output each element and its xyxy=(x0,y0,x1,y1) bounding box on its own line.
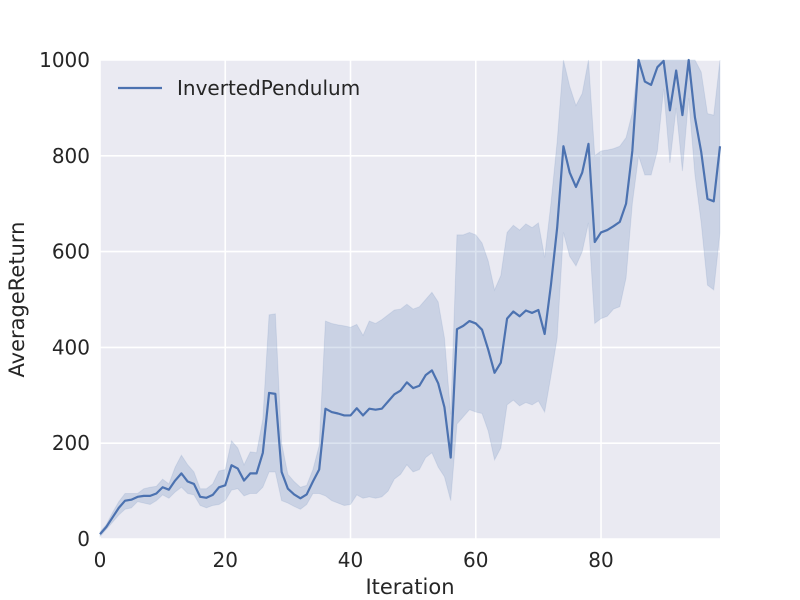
y-tick-label: 0 xyxy=(77,527,90,551)
x-tick-label: 20 xyxy=(213,548,238,572)
plot-area xyxy=(100,60,720,539)
y-tick-label: 200 xyxy=(52,431,90,455)
x-tick-label: 40 xyxy=(338,548,363,572)
y-tick-label: 800 xyxy=(52,144,90,168)
x-tick-label: 80 xyxy=(588,548,613,572)
series-line xyxy=(99,58,722,535)
confidence-band xyxy=(99,59,721,538)
y-tick-label: 1000 xyxy=(39,48,90,72)
x-tick-label: 0 xyxy=(94,548,107,572)
y-tick-label: 600 xyxy=(52,240,90,264)
confidence-bands xyxy=(99,59,721,538)
y-tick-label: 400 xyxy=(52,335,90,359)
grid-lines xyxy=(99,59,720,540)
legend-label: InvertedPendulum xyxy=(177,76,360,100)
x-axis-title: Iteration xyxy=(365,575,454,599)
x-axis-ticks: 0 20 40 60 80 xyxy=(94,548,614,572)
y-axis-ticks: 0 200 400 600 800 1000 xyxy=(39,48,90,551)
series-lines xyxy=(99,58,722,535)
y-axis-title: AverageReturn xyxy=(5,222,29,378)
x-tick-label: 60 xyxy=(463,548,488,572)
legend: InvertedPendulum xyxy=(118,76,360,100)
